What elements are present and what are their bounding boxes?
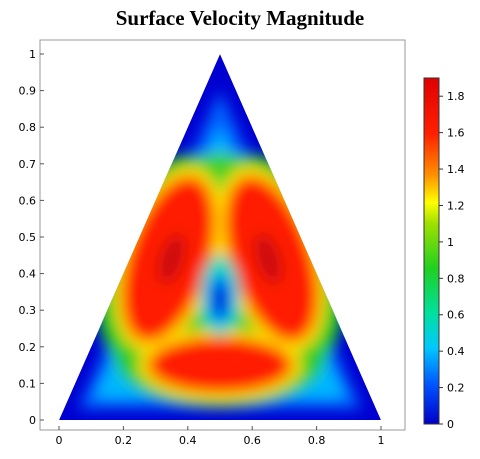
y-tick-label: 0.3 xyxy=(19,304,37,317)
y-tick-label: 0.8 xyxy=(19,121,37,134)
y-tick-label: 0.5 xyxy=(19,231,37,244)
x-tick-label: 1 xyxy=(378,434,385,447)
chart-title: Surface Velocity Magnitude xyxy=(115,6,365,30)
center-hole-core xyxy=(214,286,226,313)
colorbar-tick-label: 1.2 xyxy=(447,199,465,212)
y-tick-label: 0.9 xyxy=(19,85,37,98)
y-tick-label: 0 xyxy=(29,414,36,427)
y-tick-label: 0.1 xyxy=(19,377,37,390)
red-core-left xyxy=(157,233,186,284)
colorbar-tick-label: 1.4 xyxy=(447,163,465,176)
colorbar-ticks: 0 0.2 0.4 0.6 0.8 1 1.2 1.4 1.6 1.8 xyxy=(439,90,465,431)
colorbar-tick-label: 0.2 xyxy=(447,382,465,395)
y-tick-label: 1 xyxy=(29,48,36,61)
colorbar-tick-label: 0.6 xyxy=(447,309,465,322)
red-core-right xyxy=(254,233,283,284)
x-tick-label: 0.4 xyxy=(179,434,197,447)
x-tick-label: 0.8 xyxy=(308,434,326,447)
colorbar-tick-label: 0.4 xyxy=(447,345,465,358)
red-lobe-bottom xyxy=(148,337,292,394)
y-tick-label: 0.7 xyxy=(19,158,37,171)
colorbar-tick-label: 0 xyxy=(447,418,454,431)
x-tick-label: 0.6 xyxy=(243,434,261,447)
y-tick-label: 0.2 xyxy=(19,341,37,354)
x-tick-label: 0.2 xyxy=(115,434,133,447)
x-tick-label: 0 xyxy=(56,434,63,447)
y-axis: 0 0.1 0.2 0.3 0.4 0.5 0.6 0.7 0.8 0.9 1 xyxy=(19,48,44,427)
colorbar-tick-label: 1.6 xyxy=(447,127,465,140)
colorbar-tick-label: 1.8 xyxy=(447,90,465,103)
y-tick-label: 0.4 xyxy=(19,268,37,281)
colorbar-tick-label: 1 xyxy=(447,236,454,249)
y-tick-label: 0.6 xyxy=(19,194,37,207)
colorbar xyxy=(423,77,440,425)
x-axis: 0 0.2 0.4 0.6 0.8 1 xyxy=(56,426,385,447)
colorbar-tick-label: 0.8 xyxy=(447,272,465,285)
